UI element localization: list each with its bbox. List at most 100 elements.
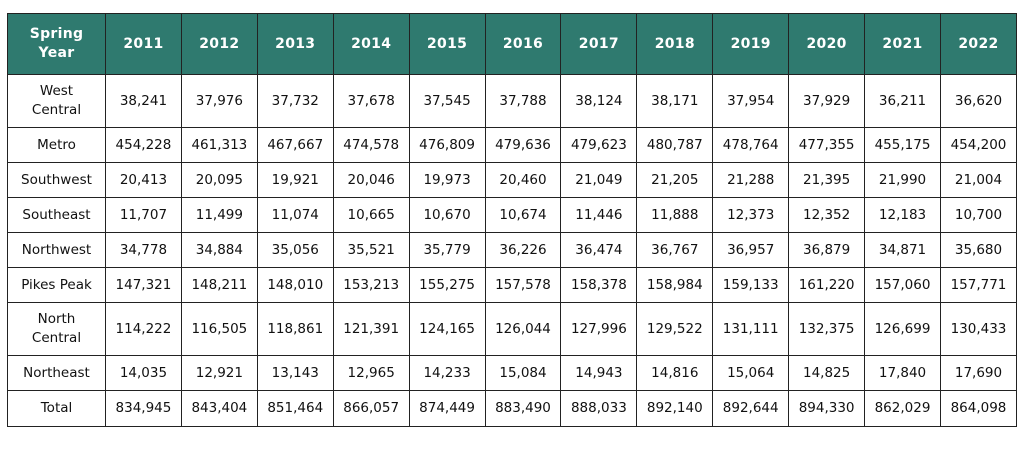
value-cell: 37,929 — [788, 74, 866, 128]
value-cell: 157,060 — [864, 267, 941, 303]
value-cell: 36,474 — [560, 232, 638, 268]
population-table: Spring Year 2011 2012 2013 2014 2015 2016 2017… — [7, 13, 1018, 427]
value-cell: 866,057 — [332, 390, 410, 427]
header-line-year: Year — [38, 45, 75, 61]
table-row: Northeast 14,035 12,921 13,143 12,965 14,233 1… — [7, 355, 1018, 391]
value-cell: 36,767 — [636, 232, 714, 268]
header-year-2011: 2011 — [105, 13, 182, 75]
value-cell: 14,825 — [788, 355, 866, 391]
value-cell: 11,074 — [256, 197, 334, 233]
region-label: North Central — [7, 302, 106, 356]
value-cell: 35,680 — [939, 232, 1018, 268]
region-label: Pikes Peak — [7, 267, 106, 303]
value-cell: 37,976 — [180, 74, 258, 128]
value-cell: 14,816 — [636, 355, 714, 391]
value-cell: 15,084 — [484, 355, 562, 391]
value-cell: 834,945 — [105, 390, 182, 427]
value-cell: 10,700 — [939, 197, 1018, 233]
value-cell: 12,352 — [788, 197, 866, 233]
value-cell: 35,779 — [408, 232, 486, 268]
value-cell: 34,778 — [105, 232, 182, 268]
value-cell: 36,957 — [712, 232, 790, 268]
value-cell: 158,984 — [636, 267, 714, 303]
value-cell: 843,404 — [180, 390, 258, 427]
value-cell: 130,433 — [939, 302, 1018, 356]
value-cell: 37,732 — [256, 74, 334, 128]
value-cell: 147,321 — [105, 267, 182, 303]
header-year-2016: 2016 — [484, 13, 562, 75]
value-cell: 17,690 — [939, 355, 1018, 391]
value-cell: 118,861 — [256, 302, 334, 356]
value-cell: 153,213 — [332, 267, 410, 303]
value-cell: 21,395 — [788, 162, 866, 198]
value-cell: 14,233 — [408, 355, 486, 391]
value-cell: 36,879 — [788, 232, 866, 268]
header-year-2021: 2021 — [864, 13, 941, 75]
table-row: Northwest 34,778 34,884 35,056 35,521 35,779 3… — [7, 232, 1018, 268]
header-year-2013: 2013 — [256, 13, 334, 75]
value-cell: 12,921 — [180, 355, 258, 391]
value-cell: 132,375 — [788, 302, 866, 356]
value-cell: 479,636 — [484, 127, 562, 163]
value-cell: 11,888 — [636, 197, 714, 233]
value-cell: 38,171 — [636, 74, 714, 128]
value-cell: 864,098 — [939, 390, 1018, 427]
region-label: West Central — [7, 74, 106, 128]
value-cell: 157,771 — [939, 267, 1018, 303]
value-cell: 37,678 — [332, 74, 410, 128]
value-cell: 37,954 — [712, 74, 790, 128]
value-cell: 131,111 — [712, 302, 790, 356]
value-cell: 155,275 — [408, 267, 486, 303]
value-cell: 20,460 — [484, 162, 562, 198]
value-cell: 479,623 — [560, 127, 638, 163]
value-cell: 461,313 — [180, 127, 258, 163]
value-cell: 158,378 — [560, 267, 638, 303]
value-cell: 161,220 — [788, 267, 866, 303]
table-row: North Central 114,222 116,505 118,861 121,39… — [7, 302, 1018, 356]
value-cell: 13,143 — [256, 355, 334, 391]
value-cell: 157,578 — [484, 267, 562, 303]
value-cell: 467,667 — [256, 127, 334, 163]
value-cell: 454,228 — [105, 127, 182, 163]
region-label: Metro — [7, 127, 106, 163]
table-body: West Central 38,241 37,976 37,732 37,678 37,5… — [7, 74, 1018, 427]
header-row: Spring Year 2011 2012 2013 2014 2015 2016 2017… — [7, 13, 1018, 75]
value-cell: 474,578 — [332, 127, 410, 163]
header-year-2019: 2019 — [712, 13, 790, 75]
value-cell: 12,373 — [712, 197, 790, 233]
value-cell: 11,499 — [180, 197, 258, 233]
header-year-2012: 2012 — [180, 13, 258, 75]
value-cell: 35,056 — [256, 232, 334, 268]
region-label: Northeast — [7, 355, 106, 391]
table-row: Southwest 20,413 20,095 19,921 20,046 19,973 2… — [7, 162, 1018, 198]
header-year-2022: 2022 — [939, 13, 1018, 75]
value-cell: 148,010 — [256, 267, 334, 303]
value-cell: 159,133 — [712, 267, 790, 303]
value-cell: 455,175 — [864, 127, 941, 163]
header-year-2020: 2020 — [788, 13, 866, 75]
value-cell: 21,288 — [712, 162, 790, 198]
region-label: Total — [7, 390, 106, 427]
value-cell: 10,670 — [408, 197, 486, 233]
value-cell: 888,033 — [560, 390, 638, 427]
value-cell: 20,046 — [332, 162, 410, 198]
value-cell: 19,921 — [256, 162, 334, 198]
value-cell: 127,996 — [560, 302, 638, 356]
table-row: Southeast 11,707 11,499 11,074 10,665 10,670 1… — [7, 197, 1018, 233]
value-cell: 21,990 — [864, 162, 941, 198]
table-row: West Central 38,241 37,976 37,732 37,678 37,5… — [7, 74, 1018, 128]
value-cell: 11,707 — [105, 197, 182, 233]
value-cell: 19,973 — [408, 162, 486, 198]
value-cell: 21,004 — [939, 162, 1018, 198]
value-cell: 38,124 — [560, 74, 638, 128]
value-cell: 10,674 — [484, 197, 562, 233]
header-year-2014: 2014 — [332, 13, 410, 75]
table-row: Total 834,945 843,404 851,464 866,057 874,449… — [7, 390, 1018, 427]
value-cell: 21,049 — [560, 162, 638, 198]
region-label: Northwest — [7, 232, 106, 268]
value-cell: 14,035 — [105, 355, 182, 391]
value-cell: 36,620 — [939, 74, 1018, 128]
value-cell: 894,330 — [788, 390, 866, 427]
value-cell: 35,521 — [332, 232, 410, 268]
value-cell: 11,446 — [560, 197, 638, 233]
